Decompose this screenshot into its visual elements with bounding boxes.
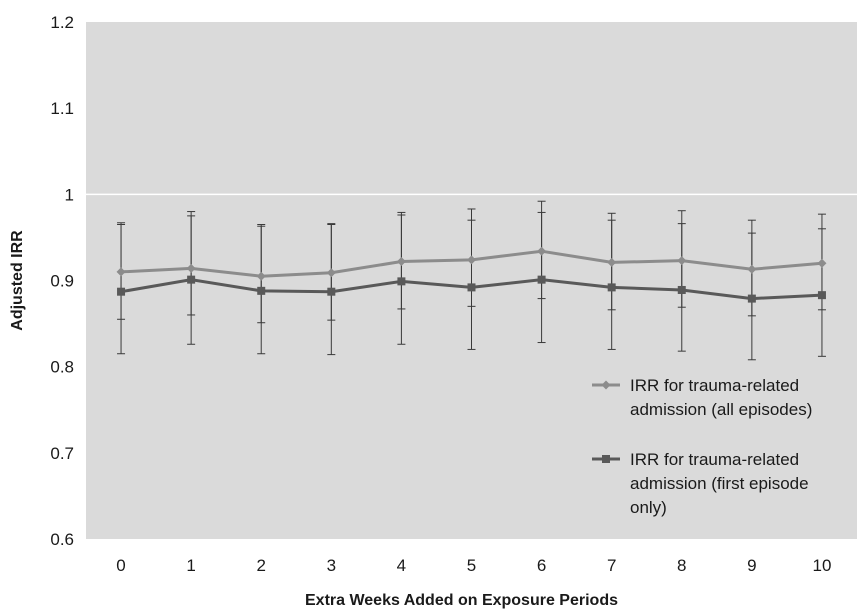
data-point-diamond xyxy=(537,246,547,256)
legend-label-1: IRR for trauma-related xyxy=(630,376,799,395)
x-tick-label: 9 xyxy=(747,556,756,575)
data-point-diamond xyxy=(747,264,757,274)
data-point-square xyxy=(397,277,406,286)
y-tick-label: 0.8 xyxy=(50,358,74,377)
data-point-diamond xyxy=(607,257,617,267)
y-tick-label: 0.9 xyxy=(50,272,74,291)
data-point-square xyxy=(467,283,476,292)
x-tick-label: 0 xyxy=(116,556,125,575)
y-axis-title: Adjusted IRR xyxy=(9,230,26,331)
y-tick-label: 1 xyxy=(65,185,74,204)
y-axis-ticks: 0.6 0.7 0.8 0.9 1 1.1 1.2 xyxy=(50,13,74,549)
x-tick-label: 1 xyxy=(186,556,195,575)
data-point-diamond xyxy=(256,271,266,281)
x-tick-label: 10 xyxy=(812,556,831,575)
data-point-square xyxy=(187,275,196,284)
y-tick-label: 0.7 xyxy=(50,444,74,463)
x-tick-label: 7 xyxy=(607,556,616,575)
data-point-square xyxy=(747,294,756,303)
legend-marker-square xyxy=(602,455,610,463)
data-point-diamond xyxy=(817,258,827,268)
x-tick-label: 2 xyxy=(256,556,265,575)
legend-label-2: IRR for trauma-related xyxy=(630,450,799,469)
data-point-square xyxy=(677,285,686,294)
legend-label-2: admission (first episode xyxy=(630,474,809,493)
legend-label-2: only) xyxy=(630,498,667,517)
x-axis-ticks: 0 1 2 3 4 5 6 7 8 9 10 xyxy=(116,556,831,575)
y-tick-label: 0.6 xyxy=(50,530,74,549)
data-point-diamond xyxy=(396,257,406,267)
y-tick-label: 1.1 xyxy=(50,99,74,118)
data-point-square xyxy=(257,286,266,295)
legend-marker-diamond xyxy=(601,380,611,390)
x-axis-title: Extra Weeks Added on Exposure Periods xyxy=(305,592,618,609)
data-point-square xyxy=(327,287,336,296)
data-point-diamond xyxy=(677,256,687,266)
data-point-diamond xyxy=(116,267,126,277)
x-tick-label: 3 xyxy=(327,556,336,575)
series-markers xyxy=(116,246,827,303)
x-tick-label: 5 xyxy=(467,556,476,575)
data-point-square xyxy=(607,283,616,292)
legend-label-1: admission (all episodes) xyxy=(630,400,812,419)
data-point-square xyxy=(537,275,546,284)
x-tick-label: 4 xyxy=(397,556,406,575)
data-point-square xyxy=(117,287,126,296)
data-point-diamond xyxy=(467,255,476,265)
x-tick-label: 6 xyxy=(537,556,546,575)
data-point-diamond xyxy=(326,268,336,278)
legend: IRR for trauma-related admission (all epi… xyxy=(592,376,812,517)
data-point-diamond xyxy=(186,263,196,273)
x-tick-label: 8 xyxy=(677,556,686,575)
y-tick-label: 1.2 xyxy=(50,13,74,32)
data-point-square xyxy=(817,291,826,300)
